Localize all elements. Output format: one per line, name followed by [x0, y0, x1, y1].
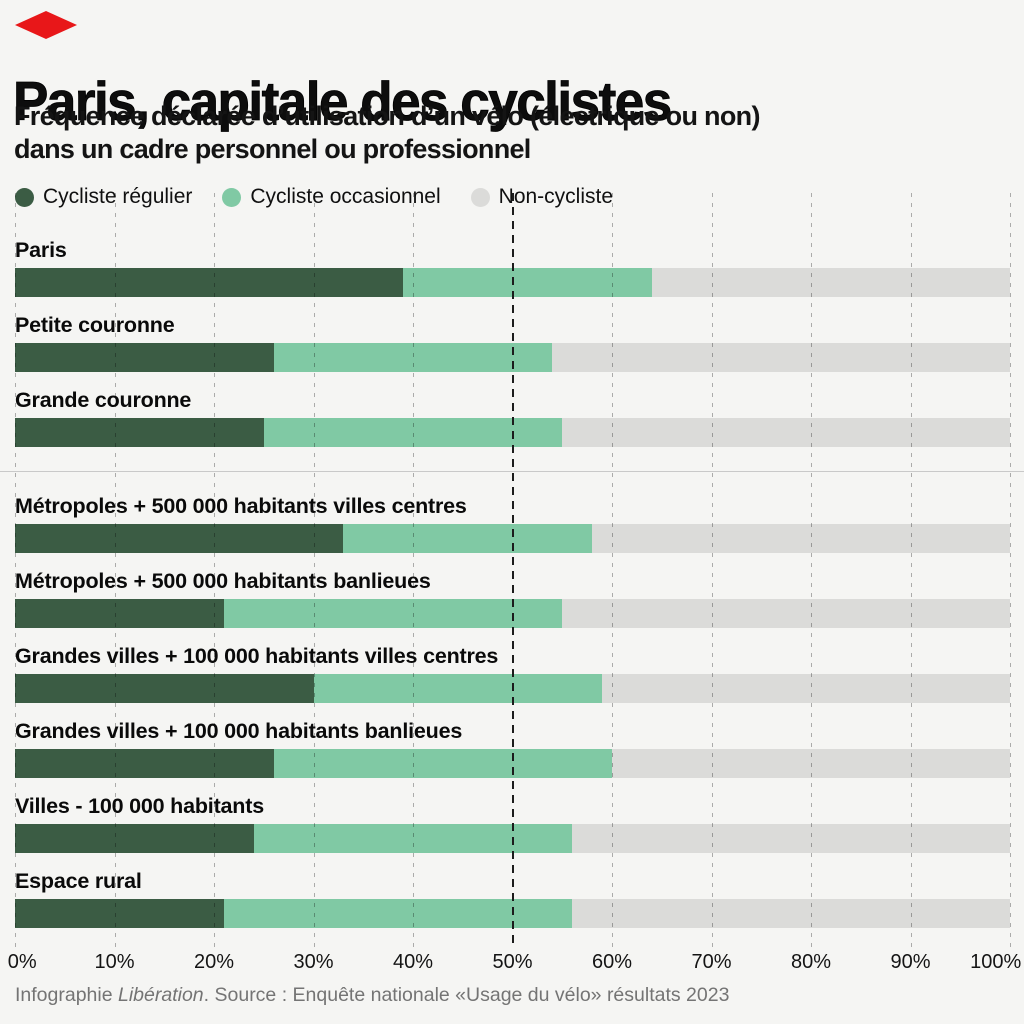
bar-row	[15, 824, 1010, 853]
bar-row	[15, 749, 1010, 778]
bar-segment-cycliste-regulier	[15, 899, 224, 928]
x-axis-tick-label: 100%	[970, 951, 1022, 973]
bar-segment-cycliste-regulier	[15, 524, 344, 553]
page-subtitle: Fréquence déclarée d’utilisation d’un vé…	[14, 100, 760, 166]
legend-item-cycliste-occasionnel: Cycliste occasionnel	[222, 185, 441, 209]
legend-label: Non-cycliste	[498, 185, 614, 208]
bar-segment-cycliste-regulier	[15, 343, 274, 372]
bar-segment-cycliste-occasionnel	[263, 418, 563, 447]
legend-item-cycliste-regulier: Cycliste régulier	[15, 185, 192, 209]
bar-segment-cycliste-occasionnel	[273, 343, 553, 372]
chart-legend: Cycliste régulier Cycliste occasionnel N…	[15, 185, 613, 209]
bar-row-label: Métropoles + 500 000 habitants villes ce…	[15, 494, 467, 518]
bar-segment-non-cycliste	[602, 674, 1010, 703]
bar-segment-non-cycliste	[651, 268, 1010, 297]
bar-row-label: Grande couronne	[15, 388, 192, 412]
x-axis-tick-label: 0%	[7, 951, 37, 973]
bar-segment-cycliste-regulier	[15, 674, 314, 703]
legend-label: Cycliste occasionnel	[250, 185, 441, 208]
x-axis-tick-label: 60%	[591, 951, 633, 973]
bar-segment-non-cycliste	[572, 824, 1010, 853]
bar-row	[15, 599, 1010, 628]
bar-segment-non-cycliste	[611, 749, 1010, 778]
x-axis-tick-label: 30%	[293, 951, 334, 973]
bar-row	[15, 899, 1010, 928]
bar-segment-non-cycliste	[552, 343, 1010, 372]
bar-row-label: Villes - 100 000 habitants	[15, 794, 264, 818]
bar-segment-cycliste-regulier	[15, 418, 264, 447]
x-axis-tick-label: 70%	[691, 951, 732, 973]
bar-segment-cycliste-regulier	[15, 599, 224, 628]
subtitle-line-2: dans un cadre personnel ou professionnel	[14, 134, 531, 165]
legend-label: Cycliste régulier	[43, 185, 193, 208]
bar-segment-cycliste-occasionnel	[273, 749, 612, 778]
legend-dot-regulier-icon	[15, 187, 34, 207]
bar-row	[15, 418, 1010, 447]
bar-row-label: Petite couronne	[15, 313, 175, 337]
bar-row-label: Grandes villes + 100 000 habitants banli…	[15, 719, 463, 743]
bar-row	[15, 343, 1010, 372]
source-credit: Infographie Libération. Source : Enquête…	[15, 984, 729, 1007]
group-separator-line	[0, 471, 1024, 472]
bar-segment-non-cycliste	[562, 418, 1010, 447]
legend-dot-occasionnel-icon	[222, 187, 242, 207]
x-axis-tick-label: 40%	[392, 951, 434, 973]
footer-brand: Libération	[118, 984, 204, 1006]
footer-prefix: Infographie	[15, 984, 118, 1006]
bar-segment-cycliste-occasionnel	[403, 268, 652, 297]
bar-segment-non-cycliste	[572, 899, 1010, 928]
legend-item-non-cycliste: Non-cycliste	[470, 185, 614, 209]
bar-segment-non-cycliste	[592, 524, 1010, 553]
x-axis-tick-label: 80%	[790, 951, 832, 973]
page-title: Paris, capitale des cyclistes	[13, 70, 673, 132]
bar-segment-cycliste-occasionnel	[313, 674, 603, 703]
bar-segment-cycliste-regulier	[15, 268, 404, 297]
bar-segment-non-cycliste	[562, 599, 1010, 628]
bar-segment-cycliste-regulier	[15, 749, 274, 778]
bar-row-label: Espace rural	[15, 869, 142, 893]
x-axis-tick-label: 20%	[193, 951, 235, 973]
footer-suffix: . Source : Enquête nationale «Usage du v…	[203, 984, 730, 1006]
bar-row	[15, 268, 1010, 297]
gridline-100-pct	[1010, 193, 1011, 948]
x-axis-tick-label: 10%	[94, 951, 135, 973]
bar-segment-cycliste-occasionnel	[223, 599, 563, 628]
x-axis-tick-label: 90%	[890, 951, 931, 973]
bar-row-label: Grandes villes + 100 000 habitants ville…	[15, 644, 499, 668]
liberation-diamond-logo-icon	[15, 11, 77, 39]
x-axis-tick-label: 50%	[492, 951, 533, 973]
bar-segment-cycliste-occasionnel	[343, 524, 593, 553]
bar-row-label: Métropoles + 500 000 habitants banlieues	[15, 569, 431, 593]
bar-row	[15, 674, 1010, 703]
legend-dot-non-cycliste-icon	[470, 187, 490, 207]
subtitle-line-1: Fréquence déclarée d’utilisation d’un vé…	[14, 101, 760, 131]
bar-segment-cycliste-regulier	[15, 824, 254, 853]
bar-segment-cycliste-occasionnel	[253, 824, 573, 853]
bar-segment-cycliste-occasionnel	[223, 899, 573, 928]
bar-row	[15, 524, 1010, 553]
bar-row-label: Paris	[15, 238, 67, 262]
